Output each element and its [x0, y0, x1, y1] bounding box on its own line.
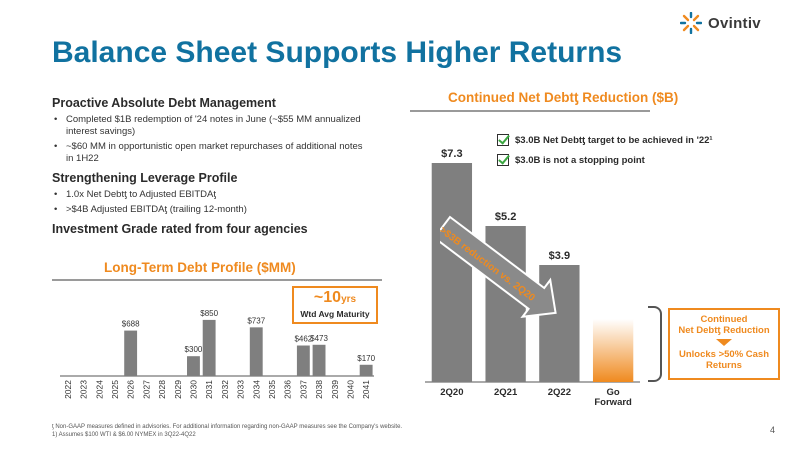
debt-bar-label: $473	[310, 334, 328, 343]
debt-profile-chart: 2022 2023 2024 2025 $688 2026 2027 2028 2029 $300…	[60, 309, 376, 399]
legend-target-label: $3.0B Net Debtƫ target to be achieved in…	[515, 134, 713, 146]
debt-year-tick: 2029	[173, 380, 183, 399]
debt-profile-divider	[52, 279, 382, 281]
checkmark-icon	[497, 154, 509, 166]
debt-year-tick: 2031	[204, 380, 214, 399]
box-line-net-debt: Net Debtƫ Reduction	[678, 325, 770, 336]
debt-bar-label: $462	[294, 335, 312, 344]
investment-grade-heading: Investment Grade rated from four agencie…	[52, 222, 308, 236]
footnote-line: 1) Assumes $100 WTI & $6.00 NYMEX in 3Q2…	[52, 432, 196, 438]
net-debt-bar	[431, 163, 473, 382]
net-debt-divider	[410, 110, 650, 112]
bullet-item: Completed $1B redemption of '24 notes in…	[52, 114, 372, 138]
box-line-unlocks: Unlocks >50% Cash	[678, 349, 770, 360]
net-debt-bar-label: $3.9	[549, 250, 570, 262]
box-line-continued: Continued	[700, 314, 748, 325]
debt-year-tick: 2036	[283, 380, 293, 399]
net-debt-category-tick: Forward	[594, 397, 632, 408]
debt-year-tick: 2032	[220, 380, 230, 399]
footnote-line: ƫ Non-GAAP measures defined in advisorie…	[52, 424, 403, 430]
debt-year-tick: 2039	[330, 380, 340, 399]
debt-bar-label: $737	[247, 316, 265, 325]
bullet-item: >$4B Adjusted EBITDAƫ (trailing 12-month…	[52, 204, 372, 216]
debt-bar-label: $688	[122, 320, 140, 329]
debt-year-tick: 2034	[251, 380, 261, 399]
legend-not-stopping-label: $3.0B is not a stopping point	[515, 154, 645, 166]
maturity-label: Wtd Avg Maturity	[300, 309, 370, 319]
page-title: Balance Sheet Supports Higher Returns	[52, 36, 623, 69]
bullet-item: ~$60 MM in opportunistic open market rep…	[52, 141, 372, 165]
reduction-arrow-shape	[440, 215, 557, 319]
bullet-item: 1.0x Net Debtƫ to Adjusted EBITDAƫ	[52, 189, 372, 201]
debt-year-tick: 2038	[314, 380, 324, 399]
bullet-list-leverage: 1.0x Net Debtƫ to Adjusted EBITDAƫ >$4B …	[52, 189, 372, 216]
debt-year-tick: 2022	[63, 380, 73, 399]
net-debt-category-tick: 2Q20	[440, 387, 463, 398]
bullet-list-debt-management: Completed $1B redemption of '24 notes in…	[52, 114, 372, 165]
debt-year-tick: 2023	[79, 380, 89, 399]
section-heading-leverage: Strengthening Leverage Profile	[52, 171, 238, 185]
debt-profile-title: Long-Term Debt Profile ($MM)	[104, 260, 296, 275]
cash-returns-box: Continued Net Debtƫ Reduction Unlocks >5…	[668, 308, 780, 380]
debt-year-tick: 2024	[94, 380, 104, 399]
net-debt-title: Continued Net Debtƫ Reduction ($B)	[448, 90, 679, 105]
logo-text: Ovintiv	[708, 14, 761, 32]
net-debt-category-tick: 2Q22	[548, 387, 571, 398]
reduction-arrow-label: >$3B reduction vs. 2Q20	[440, 225, 537, 304]
maturity-callout: ~10yrs Wtd Avg Maturity	[292, 286, 378, 324]
legend-not-stopping: $3.0B is not a stopping point	[497, 154, 645, 166]
debt-year-tick: 2025	[110, 380, 120, 399]
brace-connector	[648, 306, 662, 382]
footnotes: ƫ Non-GAAP measures defined in advisorie…	[52, 423, 402, 439]
net-debt-category-tick: 2Q21	[494, 387, 518, 398]
box-line-returns: Returns	[706, 360, 742, 371]
maturity-value: ~10yrs	[313, 289, 357, 306]
debt-bar	[312, 344, 326, 376]
go-forward-bar	[592, 319, 634, 382]
net-debt-bar-label: $5.2	[495, 211, 516, 223]
ovintiv-mark-icon	[679, 11, 703, 35]
page-number: 4	[770, 425, 776, 435]
debt-bar	[359, 364, 373, 376]
debt-year-tick: 2026	[126, 380, 136, 399]
debt-year-tick: 2030	[188, 380, 198, 399]
left-text-column: Proactive Absolute Debt Management Compl…	[52, 96, 372, 236]
company-logo: Ovintiv	[679, 11, 761, 35]
section-heading-debt-management: Proactive Absolute Debt Management	[52, 96, 276, 110]
net-debt-category-tick: Go	[607, 387, 620, 398]
debt-bar-label: $850	[200, 309, 218, 318]
debt-bar	[296, 345, 310, 376]
debt-year-tick: 2041	[361, 380, 371, 399]
debt-bar-label: $170	[357, 354, 375, 363]
debt-year-tick: 2035	[267, 380, 277, 399]
debt-bar	[249, 327, 263, 376]
net-debt-bar-label: $7.3	[441, 148, 462, 160]
debt-year-tick: 2040	[345, 380, 355, 399]
debt-year-tick: 2037	[298, 380, 308, 399]
debt-bar	[187, 356, 200, 376]
checkmark-icon	[497, 134, 509, 146]
down-arrow-icon	[716, 339, 732, 346]
debt-year-tick: 2027	[141, 380, 151, 399]
debt-bar-label: $300	[185, 345, 203, 354]
legend-target: $3.0B Net Debtƫ target to be achieved in…	[497, 134, 713, 146]
debt-bar	[124, 330, 138, 376]
debt-year-tick: 2033	[236, 380, 246, 399]
debt-year-tick: 2028	[157, 380, 167, 399]
debt-bar	[202, 319, 216, 376]
reduction-arrow: >$3B reduction vs. 2Q20	[440, 215, 557, 319]
